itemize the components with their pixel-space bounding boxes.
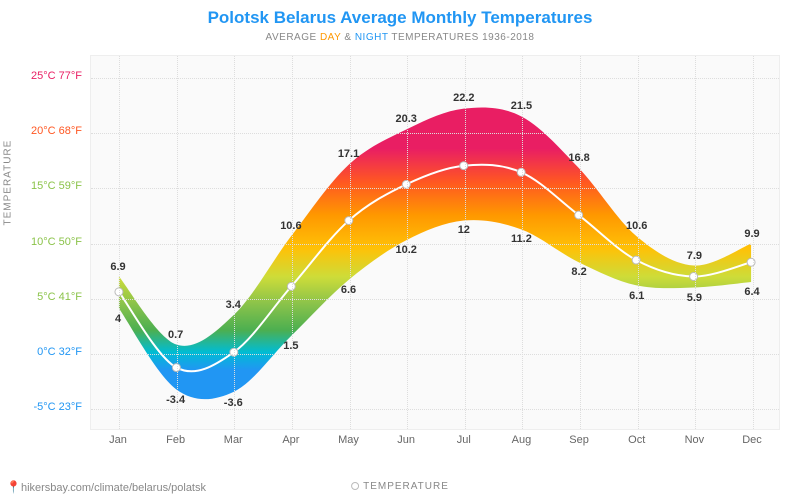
day-high-label: 16.8 (559, 152, 599, 164)
day-high-label: 0.7 (156, 329, 196, 341)
pin-icon: 📍 (6, 480, 21, 494)
attribution[interactable]: 📍hikersbay.com/climate/belarus/polatsk (6, 480, 206, 494)
y-tick: 25°C 77°F (4, 70, 82, 82)
x-tick: Mar (208, 434, 258, 446)
night-low-label: -3.4 (156, 394, 196, 406)
night-low-label: 11.2 (501, 233, 541, 245)
day-high-label: 17.1 (329, 148, 369, 160)
attribution-text: hikersbay.com/climate/belarus/polatsk (21, 482, 206, 494)
x-tick: Dec (727, 434, 777, 446)
x-tick: Nov (669, 434, 719, 446)
x-tick: Jan (93, 434, 143, 446)
day-high-label: 20.3 (386, 113, 426, 125)
y-tick: -5°C 23°F (4, 401, 82, 413)
night-low-label: 6.1 (617, 290, 657, 302)
night-low-label: 8.2 (559, 266, 599, 278)
chart-title: Polotsk Belarus Average Monthly Temperat… (0, 0, 800, 28)
day-high-label: 6.9 (98, 261, 138, 273)
y-tick: 15°C 59°F (4, 180, 82, 192)
night-low-label: 6.6 (329, 284, 369, 296)
plot-area (90, 55, 780, 430)
day-high-label: 22.2 (444, 92, 484, 104)
night-low-label: 12 (444, 224, 484, 236)
x-tick: Jun (381, 434, 431, 446)
day-high-label: 3.4 (213, 299, 253, 311)
x-tick: Oct (612, 434, 662, 446)
y-tick: 0°C 32°F (4, 346, 82, 358)
day-high-label: 9.9 (732, 228, 772, 240)
y-tick: 5°C 41°F (4, 291, 82, 303)
night-low-label: 1.5 (271, 340, 311, 352)
night-low-label: 6.4 (732, 286, 772, 298)
day-high-label: 7.9 (674, 250, 714, 262)
subtitle-amp: & (341, 32, 355, 43)
temperature-chart: Polotsk Belarus Average Monthly Temperat… (0, 0, 800, 500)
subtitle-day: DAY (320, 32, 341, 43)
day-high-label: 10.6 (617, 220, 657, 232)
x-tick: Apr (266, 434, 316, 446)
legend: TEMPERATURE (351, 481, 449, 492)
chart-subtitle: AVERAGE DAY & NIGHT TEMPERATURES 1936-20… (0, 28, 800, 43)
y-tick: 10°C 50°F (4, 236, 82, 248)
night-low-label: 5.9 (674, 292, 714, 304)
x-tick: May (324, 434, 374, 446)
x-tick: Jul (439, 434, 489, 446)
subtitle-night: NIGHT (355, 32, 388, 43)
subtitle-suffix: TEMPERATURES 1936-2018 (388, 32, 534, 43)
chart-svg (91, 56, 779, 429)
x-tick: Sep (554, 434, 604, 446)
night-low-label: 10.2 (386, 244, 426, 256)
x-tick: Aug (496, 434, 546, 446)
night-low-label: -3.6 (213, 397, 253, 409)
day-high-label: 21.5 (501, 100, 541, 112)
night-low-label: 4 (98, 313, 138, 325)
subtitle-prefix: AVERAGE (266, 32, 320, 43)
day-high-label: 10.6 (271, 220, 311, 232)
x-tick: Feb (151, 434, 201, 446)
legend-label: TEMPERATURE (363, 481, 449, 492)
y-tick: 20°C 68°F (4, 125, 82, 137)
legend-marker-icon (351, 482, 359, 490)
